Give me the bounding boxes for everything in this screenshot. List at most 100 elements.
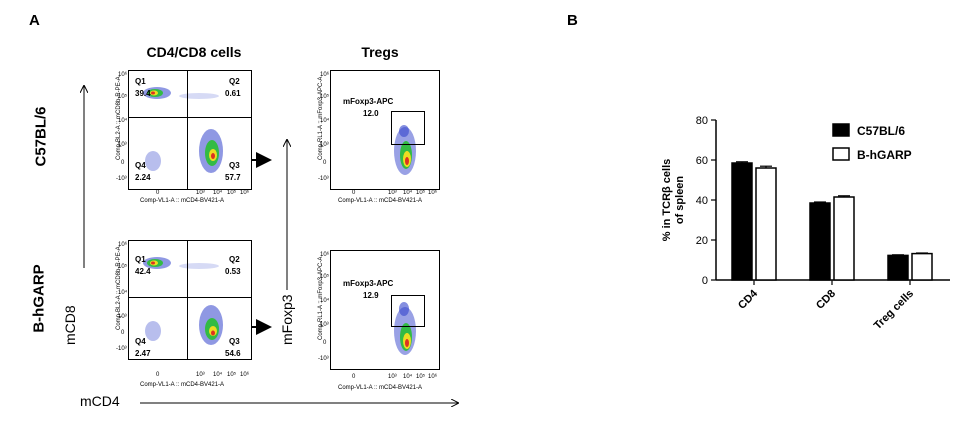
flow-plot-cd4cd8-row2: Q1 42.4 Q2 0.53 Q4 2.47 Q3 54.6: [128, 240, 252, 360]
x-tick: 10³: [196, 190, 205, 196]
x-tick: 10³: [388, 374, 397, 380]
y-tick: 10³: [320, 322, 329, 328]
col-title-tregs: Tregs: [361, 44, 399, 60]
y-tick: -10³: [318, 356, 329, 362]
density-scatter: [143, 87, 223, 173]
plot-x-label: Comp-VL1-A :: mCD4-BV421-A: [338, 198, 423, 204]
x-axis-label-cd4: mCD4: [80, 393, 120, 409]
y-tick: 10⁶: [320, 252, 330, 258]
plot-x-label: Comp-VL1-A :: mCD4-BV421-A: [140, 382, 225, 388]
x-tick: 0: [156, 190, 160, 196]
gate-value: 12.0: [363, 109, 379, 118]
y-tick: 0: [121, 330, 125, 336]
y-tick: 10⁶: [118, 242, 128, 248]
q3-label: Q3: [229, 161, 240, 170]
y-tick: 10⁴: [118, 290, 128, 296]
x-tick: 10⁴: [403, 190, 413, 196]
x-tick: 10⁵: [416, 190, 426, 196]
x-tick: 10⁶: [428, 190, 438, 196]
y-tick-label: 0: [702, 275, 708, 287]
quadrant-horizontal-line: [129, 297, 251, 298]
q2-value: 0.61: [225, 89, 241, 98]
q1-value: 39.4: [135, 89, 151, 98]
y-axis-label-foxp3: mFoxp3: [279, 294, 295, 345]
q3-value: 57.7: [225, 173, 241, 182]
flow-plot-treg-row2: mFoxp3-APC 12.9: [330, 250, 440, 370]
y-axis-label-cd8: mCD8: [62, 305, 78, 345]
foxp3-gate: [391, 111, 425, 145]
density-scatter: [394, 125, 416, 175]
panel-a-letter: A: [29, 12, 40, 29]
y-tick: 10⁶: [320, 72, 330, 78]
quadrant-horizontal-line: [129, 117, 251, 118]
q1-value: 42.4: [135, 267, 151, 276]
x-tick: 0: [156, 372, 160, 378]
y-tick: 10⁵: [320, 94, 330, 100]
q4-label: Q4: [135, 161, 146, 170]
flow-plot-treg-row1: mFoxp3-APC 12.0: [330, 70, 440, 190]
y-tick: 10³: [118, 142, 127, 148]
q4-value: 2.24: [135, 173, 151, 182]
bar: [887, 254, 909, 281]
y-tick: 10⁵: [320, 274, 330, 280]
bar: [755, 167, 777, 281]
legend-swatch: [832, 123, 850, 137]
x-tick-label: Treg cells: [872, 288, 916, 332]
x-tick: 0: [352, 190, 356, 196]
q4-label: Q4: [135, 337, 146, 346]
y-tick: 0: [323, 340, 327, 346]
y-tick-label: 60: [696, 155, 708, 167]
x-tick: 10⁵: [416, 374, 426, 380]
flow-plot-cd4cd8-row1: Q1 39.4 Q2 0.61 Q4 2.24 Q3 57.7: [128, 70, 252, 190]
y-tick: 10³: [320, 142, 329, 148]
y-tick: 10⁴: [118, 118, 128, 124]
x-tick: 10³: [388, 190, 397, 196]
density-scatter: [143, 257, 223, 345]
panel-b-letter: B: [567, 12, 578, 29]
gate-value: 12.9: [363, 291, 379, 300]
y-tick: 10⁶: [118, 72, 128, 78]
x-tick: 10³: [196, 372, 205, 378]
y-tick-label: 80: [696, 115, 708, 127]
plot-x-label: Comp-VL1-A :: mCD4-BV421-A: [338, 385, 423, 391]
x-tick: 10⁵: [227, 372, 237, 378]
bar-chart: 0 20 40 60 80 % in TCRβ cells of spleen CD4 CD8 T…: [661, 115, 950, 332]
x-tick: 10⁴: [403, 374, 413, 380]
q2-label: Q2: [229, 77, 240, 86]
legend-label: C57BL/6: [857, 124, 905, 138]
quadrant-vertical-line: [187, 241, 188, 359]
x-tick: 10⁶: [240, 190, 250, 196]
y-tick: 10⁴: [320, 118, 330, 124]
quadrant-vertical-line: [187, 71, 188, 189]
y-tick: 0: [323, 160, 327, 166]
legend-label: B-hGARP: [857, 148, 912, 162]
q3-value: 54.6: [225, 349, 241, 358]
y-tick: 10⁵: [118, 94, 128, 100]
y-tick: -10³: [116, 346, 127, 352]
x-tick-label: CD4: [736, 287, 761, 312]
q1-label: Q1: [135, 77, 146, 86]
y-tick: -10³: [318, 176, 329, 182]
gate-name: mFoxp3-APC: [343, 279, 394, 288]
y-tick: 0: [121, 160, 125, 166]
y-axis-label-line2: of spleen: [674, 176, 686, 225]
x-tick: 10⁶: [428, 374, 438, 380]
bar: [731, 162, 753, 281]
col-title-cd4cd8: CD4/CD8 cells: [146, 44, 242, 60]
y-tick: 10³: [118, 314, 127, 320]
y-tick-label: 40: [696, 195, 708, 207]
q2-value: 0.53: [225, 267, 241, 276]
legend-swatch: [832, 147, 850, 161]
panel-a-arrows: [0, 0, 480, 429]
x-tick: 10⁴: [213, 372, 223, 378]
x-tick: 10⁶: [240, 372, 250, 378]
x-tick: 10⁴: [213, 190, 223, 196]
bar: [809, 202, 831, 281]
q1-label: Q1: [135, 255, 146, 264]
foxp3-gate: [391, 295, 425, 327]
density-scatter: [394, 302, 416, 355]
y-axis-label: % in TCRβ cells: [661, 159, 673, 242]
y-tick-label: 20: [696, 235, 708, 247]
q2-label: Q2: [229, 255, 240, 264]
y-tick: 10⁴: [320, 298, 330, 304]
